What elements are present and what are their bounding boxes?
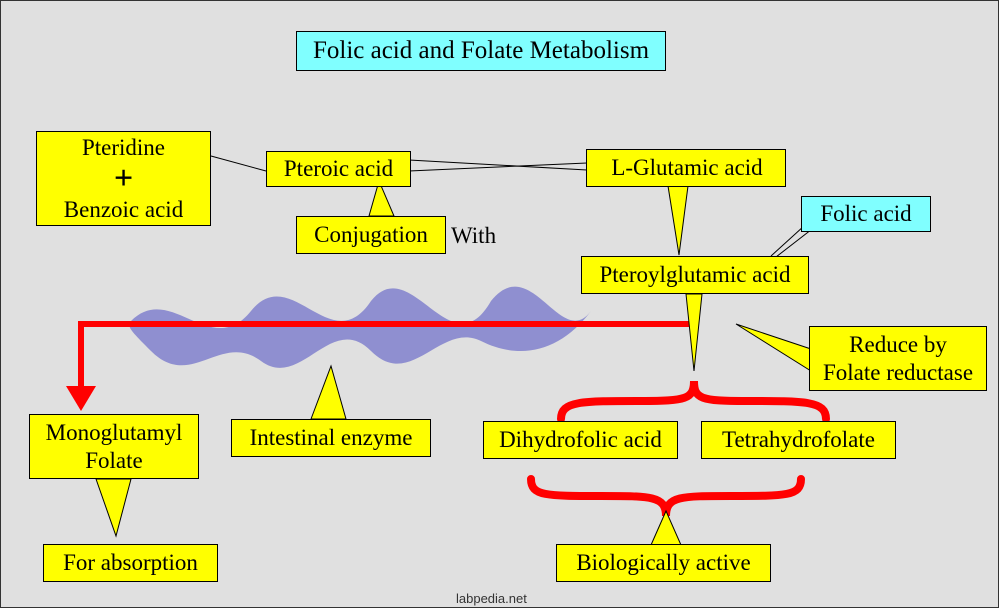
- mono-line1: Monoglutamyl: [46, 419, 183, 447]
- bioactive-box: Biologically active: [556, 544, 771, 582]
- intestinal-label: Intestinal enzyme: [250, 424, 413, 452]
- dihydrofolic-box: Dihydrofolic acid: [483, 421, 678, 459]
- connectors: [1, 1, 999, 609]
- reduce-box: Reduce by Folate reductase: [809, 326, 987, 391]
- pteridine-benzoic-box: Pteridine + Benzoic acid: [36, 131, 211, 226]
- reduce-line1: Reduce by: [849, 331, 947, 359]
- reduce-line2: Folate reductase: [823, 359, 973, 387]
- diagram-canvas: Folic acid and Folate Metabolism Pteridi…: [0, 0, 999, 608]
- pteroic-box: Pteroic acid: [266, 151, 411, 187]
- wavy-shape: [1, 1, 999, 609]
- absorption-label: For absorption: [63, 549, 198, 577]
- plus-symbol: +: [114, 162, 133, 196]
- pteroylglutamic-box: Pteroylglutamic acid: [581, 256, 809, 294]
- glutamic-label: L-Glutamic acid: [611, 154, 762, 182]
- benzoic-label: Benzoic acid: [64, 196, 183, 224]
- pteridine-label: Pteridine: [82, 134, 165, 162]
- folic-label: Folic acid: [820, 200, 911, 228]
- tetrahydrofolate-label: Tetrahydrofolate: [722, 426, 875, 454]
- title-box: Folic acid and Folate Metabolism: [296, 31, 666, 71]
- pteroylglutamic-label: Pteroylglutamic acid: [600, 261, 791, 289]
- tetrahydrofolate-box: Tetrahydrofolate: [701, 421, 896, 459]
- title-text: Folic acid and Folate Metabolism: [313, 36, 649, 66]
- conjugation-label: Conjugation: [314, 221, 428, 249]
- with-text: With: [451, 223, 496, 249]
- conjugation-box: Conjugation: [296, 216, 446, 254]
- monoglutamyl-box: Monoglutamyl Folate: [29, 414, 199, 479]
- glutamic-box: L-Glutamic acid: [586, 149, 786, 187]
- intestinal-box: Intestinal enzyme: [231, 419, 431, 457]
- dihydrofolic-label: Dihydrofolic acid: [499, 426, 662, 454]
- watermark: labpedia.net: [456, 591, 527, 606]
- bioactive-label: Biologically active: [576, 549, 750, 577]
- folic-box: Folic acid: [801, 196, 931, 232]
- pteroic-label: Pteroic acid: [284, 155, 393, 183]
- mono-line2: Folate: [85, 447, 143, 475]
- absorption-box: For absorption: [43, 544, 218, 582]
